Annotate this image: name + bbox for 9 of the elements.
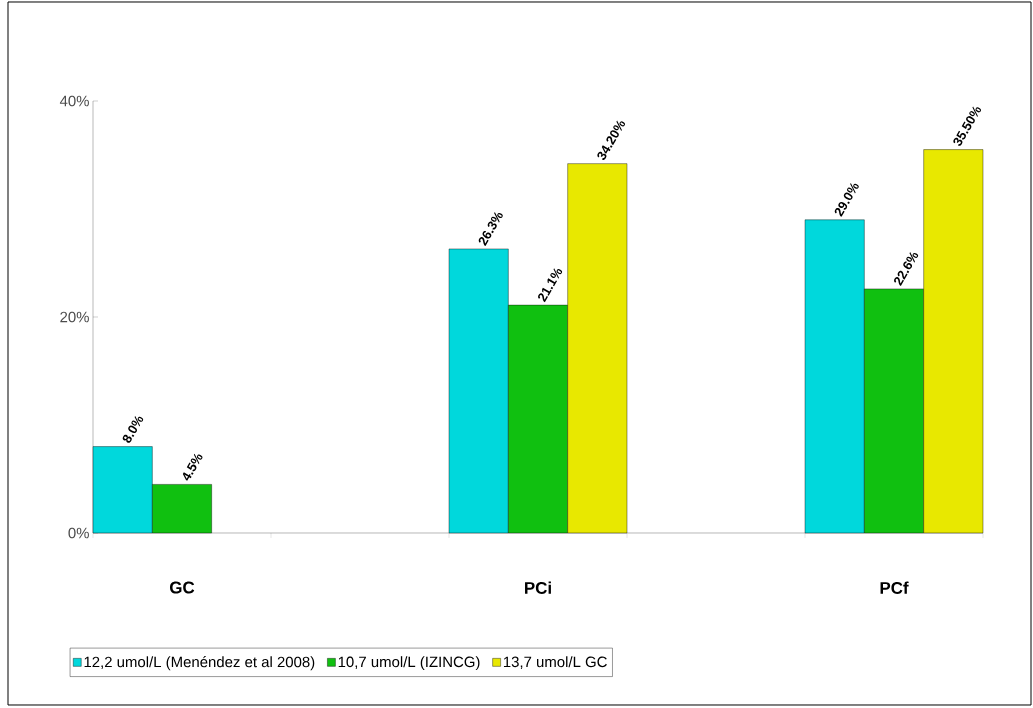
legend-label: 10,7 umol/L (IZINCG) xyxy=(338,656,480,671)
y-tick-label: 20% xyxy=(60,311,89,323)
legend-label: 12,2 umol/L (Menéndez et al 2008) xyxy=(84,656,315,671)
y-tick-label: 40% xyxy=(59,95,89,107)
x-tick-label: GC xyxy=(169,581,195,594)
y-tick-label: 0% xyxy=(68,527,89,539)
x-tick-label: PCf xyxy=(880,581,909,594)
legend-label: 13,7 umol/L GC xyxy=(503,656,607,669)
x-tick-label: PCi xyxy=(525,581,551,594)
